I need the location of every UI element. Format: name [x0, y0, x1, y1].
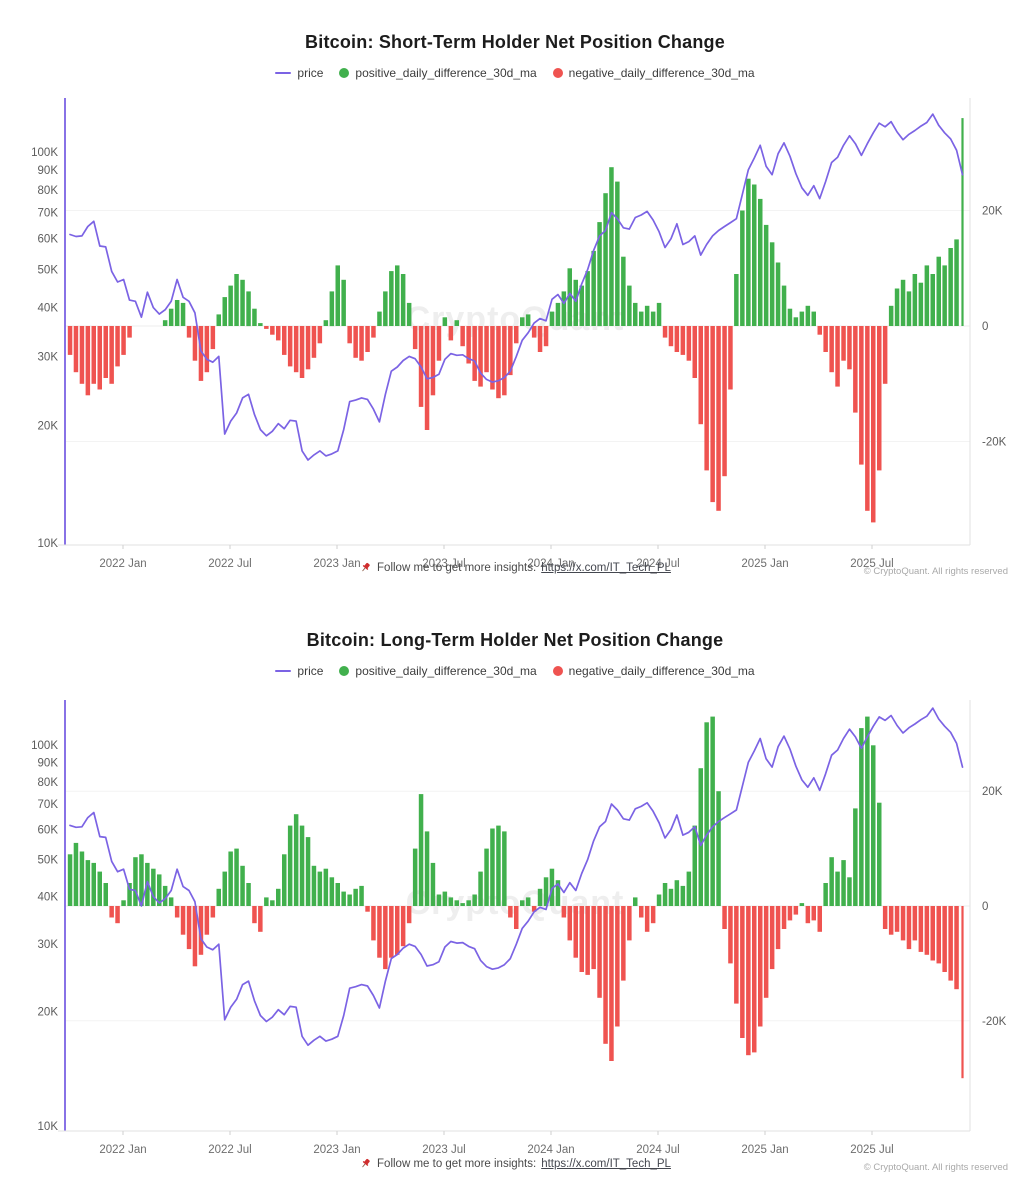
x-axis-tick-label: 2025 Jan [741, 558, 788, 570]
legend-label: price [297, 66, 324, 80]
right-axis-tick-label: 0 [982, 901, 988, 913]
left-axis-tick-label: 70K [38, 208, 59, 220]
left-axis-tick-label: 20K [38, 1006, 59, 1018]
bars-negative [67, 326, 888, 523]
x-axis-tick-label: 2024 Jan [527, 1144, 574, 1156]
left-axis-tick-label: 50K [38, 265, 59, 277]
positive-series-swatch [339, 666, 350, 676]
legend-item-negative: negative_daily_difference_30d_ma [552, 66, 755, 80]
x-axis-tick-label: 2025 Jul [850, 1144, 893, 1156]
left-axis-tick-label: 20K [38, 420, 59, 432]
left-axis-tick-label: 90K [38, 757, 59, 769]
legend-item-negative: negative_daily_difference_30d_ma [552, 664, 755, 678]
copyright-text: © CryptoQuant. All rights reserved [863, 566, 1008, 577]
chart-section-long-term-holder: Bitcoin: Long-Term Holder Net Position C… [0, 596, 1030, 1188]
pushpin-icon [359, 1157, 372, 1170]
x-axis-tick-label: 2023 Jul [422, 558, 465, 570]
x-axis-tick-label: 2022 Jan [99, 1144, 146, 1156]
legend-label: negative_daily_difference_30d_ma [568, 664, 755, 678]
negative-series-swatch [552, 666, 563, 676]
legend-item-price: price [275, 664, 323, 678]
bars-negative [109, 906, 964, 1079]
x-axis-tick-label: 2022 Jul [208, 558, 251, 570]
footer-text: Follow me to get more insights: [377, 561, 537, 574]
price-line-swatch [275, 670, 292, 672]
left-axis-tick-label: 40K [38, 303, 59, 315]
pushpin-icon [359, 561, 372, 574]
legend-item-price: price [275, 66, 323, 80]
bars-positive [162, 118, 964, 327]
left-axis-tick-label: 80K [38, 185, 59, 197]
chart-section-short-term-holder: Bitcoin: Short-Term Holder Net Position … [0, 32, 1030, 577]
left-axis-tick-label: 30K [38, 939, 59, 951]
x-profile-link[interactable]: https://x.com/IT_Tech_PL [541, 1157, 671, 1170]
left-axis-tick-label: 30K [38, 351, 59, 363]
left-axis-tick-label: 60K [38, 234, 59, 246]
legend-label: positive_daily_difference_30d_ma [355, 66, 537, 80]
legend: price positive_daily_difference_30d_ma n… [0, 66, 1030, 80]
left-axis-tick-label: 50K [38, 855, 59, 867]
right-axis-tick-label: -20K [982, 1016, 1007, 1028]
price-line-swatch [275, 72, 292, 74]
plot-short-term-holder: 100K 90K 80K 70K 60K 50K 40K 30K 20K 10K 20K 0 -20K 2… [31, 98, 1007, 570]
left-axis-tick-label: 100K [31, 147, 58, 159]
x-axis-tick-label: 2023 Jan [313, 558, 360, 570]
left-axis-tick-label: 80K [38, 777, 59, 789]
left-axis-tick-label: 90K [38, 165, 59, 177]
left-axis-tick-label: 10K [38, 538, 59, 550]
legend-item-positive: positive_daily_difference_30d_ma [339, 664, 537, 678]
x-axis-tick-label: 2024 Jul [636, 558, 679, 570]
chart-title: Bitcoin: Long-Term Holder Net Position C… [306, 630, 724, 650]
left-axis-tick-label: 60K [38, 825, 59, 837]
legend-label: negative_daily_difference_30d_ma [568, 66, 755, 80]
legend-label: price [297, 664, 324, 678]
footer-note: Follow me to get more insights: https://… [0, 561, 1030, 574]
right-axis-tick-label: 0 [982, 321, 988, 333]
bars-positive [67, 716, 882, 906]
x-profile-link[interactable]: https://x.com/IT_Tech_PL [541, 561, 671, 574]
price-line [69, 707, 964, 1047]
x-axis-tick-label: 2022 Jul [208, 1144, 251, 1156]
x-axis-tick-label: 2023 Jan [313, 1144, 360, 1156]
left-axis-tick-label: 100K [31, 740, 58, 752]
price-line [69, 113, 964, 461]
positive-series-swatch [339, 68, 350, 78]
legend-item-positive: positive_daily_difference_30d_ma [339, 66, 537, 80]
negative-series-swatch [552, 68, 563, 78]
left-axis-tick-label: 70K [38, 799, 59, 811]
left-axis-tick-label: 40K [38, 892, 59, 904]
plot-long-term-holder: 100K 90K 80K 70K 60K 50K 40K 30K 20K 10K 20K 0 -20K 2… [31, 700, 1007, 1156]
x-axis-tick-label: 2025 Jul [850, 558, 893, 570]
left-axis-tick-label: 10K [38, 1121, 59, 1133]
x-axis-tick-label: 2024 Jan [527, 558, 574, 570]
x-axis-tick-label: 2022 Jan [99, 558, 146, 570]
right-axis-tick-label: 20K [982, 786, 1003, 798]
chart-title: Bitcoin: Short-Term Holder Net Position … [305, 32, 725, 52]
right-axis-tick-label: 20K [982, 206, 1003, 218]
footer-note: Follow me to get more insights: https://… [0, 1157, 1030, 1170]
x-axis-tick-label: 2024 Jul [636, 1144, 679, 1156]
x-axis-tick-label: 2023 Jul [422, 1144, 465, 1156]
right-axis-tick-label: -20K [982, 437, 1007, 449]
legend: price positive_daily_difference_30d_ma n… [0, 664, 1030, 678]
copyright-text: © CryptoQuant. All rights reserved [863, 1162, 1008, 1173]
x-axis-tick-label: 2025 Jan [741, 1144, 788, 1156]
legend-label: positive_daily_difference_30d_ma [355, 664, 537, 678]
footer-text: Follow me to get more insights: [377, 1157, 537, 1170]
